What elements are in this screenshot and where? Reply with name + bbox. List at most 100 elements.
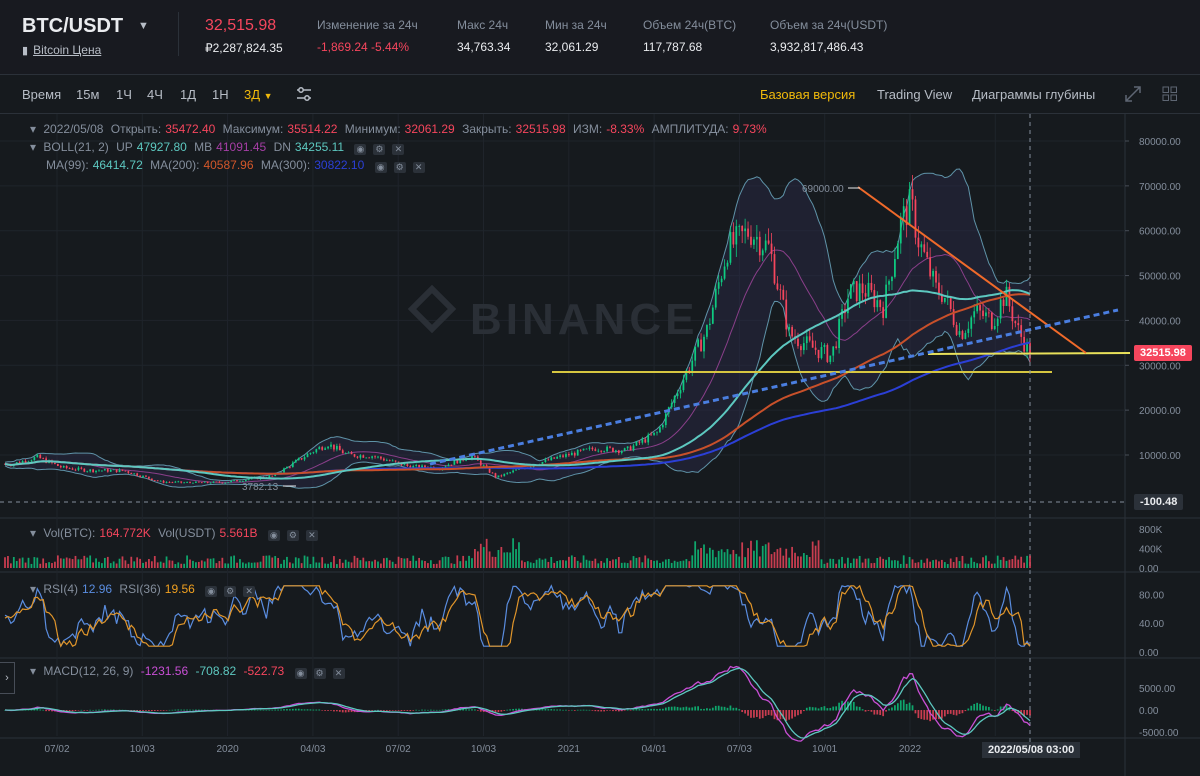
macd-hist-bar: [805, 707, 808, 711]
macd-hist-bar: [95, 709, 97, 711]
volume-bar: [447, 556, 450, 568]
close-icon[interactable]: ✕: [243, 586, 256, 597]
macd-hist-bar: [421, 709, 423, 711]
volume-bar: [209, 558, 212, 568]
volume-bar: [482, 547, 485, 568]
volume-bar: [192, 560, 194, 568]
volume-bar: [474, 548, 476, 568]
volume-bar: [121, 556, 124, 568]
hide-icon[interactable]: ◉: [205, 586, 218, 597]
volume-bar: [920, 559, 923, 568]
macd-hist-bar: [849, 701, 852, 711]
close-icon[interactable]: ✕: [305, 530, 318, 541]
candle-body: [814, 347, 817, 350]
macd-hist-bar: [579, 709, 582, 711]
candle-body: [673, 396, 676, 404]
candle-body: [670, 403, 673, 408]
interval-time[interactable]: Время: [22, 87, 62, 102]
candle-body: [597, 450, 600, 452]
vol-btc-value: 164.772K: [99, 526, 151, 540]
macd-hist-bar: [688, 707, 691, 711]
macd-hist-bar: [42, 709, 45, 711]
settings-icon[interactable]: ⚙: [313, 668, 326, 679]
macd-hist-bar: [776, 710, 779, 721]
volume-bar: [56, 555, 59, 568]
macd-hist-bar: [309, 709, 312, 711]
interval-1h[interactable]: 1Ч: [116, 87, 132, 102]
settings-sliders-icon[interactable]: [295, 85, 313, 103]
volume-bar: [133, 561, 136, 568]
hide-icon[interactable]: ◉: [267, 530, 280, 541]
macd-hist-bar: [550, 709, 553, 711]
interval-1d[interactable]: 1Д: [180, 87, 197, 102]
candle-body: [212, 481, 215, 483]
volume-bar: [744, 557, 746, 568]
ohlc-legend: ▾ 2022/05/08 Открыть: 35472.40 Максимум: 3…: [30, 122, 771, 136]
macd-hist-bar: [585, 709, 588, 711]
view-basic[interactable]: Базовая версия: [760, 87, 856, 102]
candle-body: [576, 449, 579, 456]
interval-4h[interactable]: 4Ч: [147, 87, 163, 102]
view-tradingview[interactable]: Trading View: [877, 87, 953, 102]
macd-hist-bar: [148, 710, 150, 711]
support-line-2: [927, 352, 1131, 355]
candle-body: [156, 480, 159, 482]
price-tick-label: 20000.00: [1139, 406, 1181, 417]
hide-icon[interactable]: ◉: [354, 144, 367, 155]
macd-hist-bar: [297, 708, 300, 711]
candle-body: [136, 473, 139, 476]
close-icon[interactable]: ✕: [412, 162, 425, 173]
macd-hist-bar: [253, 709, 256, 711]
candle-body: [662, 425, 664, 428]
layout-grid-icon[interactable]: [1161, 85, 1179, 103]
coin-info-link[interactable]: ▮ Bitcoin Цена: [22, 43, 101, 57]
symbol-dropdown-icon[interactable]: ▼: [138, 20, 149, 32]
macd-hist-bar: [641, 708, 644, 711]
volume-bar: [943, 562, 946, 568]
settings-icon[interactable]: ⚙: [286, 530, 299, 541]
expand-panel-icon[interactable]: ›: [0, 662, 15, 694]
macd-hist-bar: [262, 709, 265, 711]
candle-body: [920, 244, 923, 248]
close-icon[interactable]: ✕: [392, 144, 405, 155]
view-depth[interactable]: Диаграммы глубины: [972, 87, 1096, 102]
candle-body: [620, 451, 623, 453]
volume-bar: [92, 562, 94, 568]
candle-body: [148, 476, 150, 479]
volume-bar: [24, 562, 27, 568]
settings-icon[interactable]: ⚙: [393, 162, 406, 173]
macd-hist-bar: [177, 709, 180, 711]
interval-3d[interactable]: 3Д ▼: [244, 87, 273, 102]
interval-1w[interactable]: 1Н: [212, 87, 229, 102]
ma-legend: MA(99): 46414.72 MA(200): 40587.96 MA(300)…: [46, 158, 429, 173]
macd-hist-bar: [970, 705, 973, 711]
candle-body: [732, 232, 735, 245]
volume-bar: [653, 560, 655, 568]
volume-bar: [77, 559, 80, 568]
volume-bar: [650, 559, 653, 568]
candlestick-chart[interactable]: 80000.00 70000.00 60000.00 50000.00 40000.00…: [0, 114, 1200, 776]
symbol-selector[interactable]: BTC/USDT: [22, 15, 124, 37]
document-icon: ▮: [22, 45, 29, 57]
candle-body: [186, 482, 188, 483]
settings-icon[interactable]: ⚙: [224, 586, 237, 597]
volume-bar: [89, 555, 92, 568]
macd-hist-bar: [570, 709, 573, 711]
volume-bar: [847, 557, 849, 568]
candle-body: [127, 471, 130, 473]
volume-bar: [609, 560, 611, 568]
fullscreen-icon[interactable]: [1124, 85, 1142, 103]
volume-bar: [112, 561, 115, 568]
ticker-header: BTC/USDT ▼ ▮ Bitcoin Цена 32,515.98 ₽2,28…: [0, 0, 1200, 75]
hide-icon[interactable]: ◉: [294, 668, 307, 679]
hide-icon[interactable]: ◉: [374, 162, 387, 173]
candle-body: [729, 232, 732, 263]
interval-15m[interactable]: 15м: [76, 87, 100, 102]
macd-hist-bar: [949, 710, 952, 714]
candle-body: [996, 318, 999, 327]
macd-hist-bar: [183, 709, 186, 711]
macd-hist-bar: [717, 705, 720, 711]
close-icon[interactable]: ✕: [332, 668, 345, 679]
settings-icon[interactable]: ⚙: [373, 144, 386, 155]
boll-up-label: UP: [116, 140, 133, 154]
